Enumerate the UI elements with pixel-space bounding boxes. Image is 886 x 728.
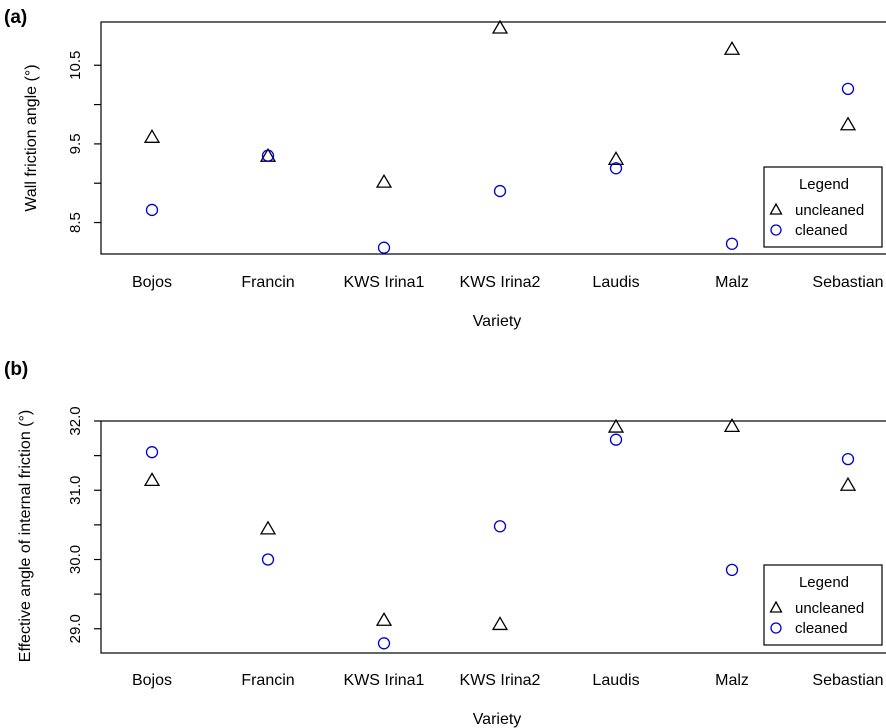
panel-a-point-cleaned-4 bbox=[609, 162, 623, 175]
panel-a-point-cleaned-5 bbox=[725, 237, 739, 250]
panel-b-point-uncleaned-1 bbox=[259, 520, 277, 535]
panel-a-point-cleaned-6 bbox=[841, 82, 855, 95]
panel-a-point-uncleaned-0 bbox=[143, 129, 161, 143]
panel-a-point-cleaned-0 bbox=[145, 203, 159, 217]
panel-b-point-cleaned-4 bbox=[609, 433, 623, 446]
panel-b-point-cleaned-1 bbox=[261, 553, 275, 566]
panel-b-x-tick-label-2: KWS Irina1 bbox=[344, 672, 425, 689]
panel-a-plot-frame bbox=[100, 21, 886, 255]
panel-a-y-tick-label-2: 10.5 bbox=[67, 51, 84, 80]
panel-b-point-cleaned-5 bbox=[725, 563, 739, 577]
panel-b-label: (b) bbox=[4, 359, 28, 380]
panel-a-x-tick-label-2: KWS Irina1 bbox=[344, 274, 425, 291]
panel-a-marks bbox=[143, 19, 857, 254]
panel-a-x-tick-label-4: Laudis bbox=[592, 274, 639, 291]
panel-a-point-uncleaned-2 bbox=[375, 173, 393, 188]
panel-a-x-axis-title: Variety bbox=[473, 313, 522, 330]
panel-b-y-ticks: 29.0 30.0 31.0 32.0 bbox=[67, 406, 101, 643]
panel-b-legend-title: Legend bbox=[799, 574, 849, 591]
panel-b-x-ticks: Bojos Francin KWS Irina1 KWS Irina2 Laudis Ma… bbox=[132, 672, 884, 689]
panel-b-point-cleaned-6 bbox=[841, 452, 855, 466]
panel-a-x-tick-label-1: Francin bbox=[241, 274, 294, 291]
panel-a-y-tick-label-1: 9.5 bbox=[67, 133, 84, 154]
panel-b-x-tick-label-1: Francin bbox=[241, 672, 294, 689]
panel-b-point-cleaned-0 bbox=[145, 446, 159, 459]
panel-a-point-cleaned-1 bbox=[261, 149, 275, 162]
panel-b-y-tick-label-3: 32.0 bbox=[67, 406, 84, 435]
panel-a-y-tick-label-0: 8.5 bbox=[67, 212, 84, 233]
panel-b-y-tick-label-1: 30.0 bbox=[67, 545, 84, 574]
panel-a-label: (a) bbox=[4, 7, 27, 28]
panel-b-legend-circle-icon bbox=[770, 622, 782, 634]
panel-a-legend-box bbox=[763, 166, 883, 248]
panel-b-point-uncleaned-2 bbox=[375, 611, 393, 626]
panel-b-y-tick-label-2: 31.0 bbox=[67, 476, 84, 505]
panel-b-point-cleaned-2 bbox=[377, 637, 391, 650]
panel-b-x-tick-label-5: Malz bbox=[715, 672, 749, 689]
panel-b-legend-label-cleaned: cleaned bbox=[795, 620, 848, 637]
panel-a-y-axis-title: Wall friction angle (°) bbox=[23, 64, 40, 211]
panel-a-legend-label-cleaned: cleaned bbox=[795, 222, 848, 239]
panel-a-point-uncleaned-4 bbox=[607, 151, 625, 165]
panel-b-y-axis-title: Effective angle of internal friction (°) bbox=[17, 410, 34, 662]
panel-b-y-tick-label-0: 29.0 bbox=[67, 614, 84, 643]
panel-a-legend: Legend uncleaned cleaned bbox=[763, 166, 883, 248]
panel-b-plot-frame bbox=[100, 420, 886, 654]
panel-a-legend-triangle-icon bbox=[769, 202, 783, 215]
panel-a-point-cleaned-3 bbox=[493, 184, 507, 198]
panel-a-point-uncleaned-5 bbox=[723, 40, 741, 55]
panel-a-y-ticks: 8.5 9.5 10.5 bbox=[67, 51, 101, 233]
panel-b-point-uncleaned-6 bbox=[839, 476, 857, 491]
panel-b-x-tick-label-3: KWS Irina2 bbox=[460, 672, 541, 689]
panel-b-marks bbox=[143, 418, 857, 650]
panel-a: (a) Wall friction angle (°) Variety 8.5 9… bbox=[4, 7, 886, 330]
panel-a-x-tick-label-6: Sebastian bbox=[812, 274, 883, 291]
panel-b-point-uncleaned-0 bbox=[143, 472, 161, 487]
panel-b-legend-box bbox=[763, 564, 883, 646]
panel-b-x-tick-label-6: Sebastian bbox=[812, 672, 883, 689]
panel-a-x-tick-label-5: Malz bbox=[715, 274, 749, 291]
panel-b-x-axis-title: Variety bbox=[473, 711, 522, 728]
panel-a-point-cleaned-2 bbox=[377, 241, 391, 254]
panel-a-x-tick-label-0: Bojos bbox=[132, 274, 172, 291]
panel-b-x-tick-label-4: Laudis bbox=[592, 672, 639, 689]
panel-b-point-uncleaned-4 bbox=[607, 418, 625, 433]
panel-a-x-ticks: Bojos Francin KWS Irina1 KWS Irina2 Laudis Ma… bbox=[132, 274, 884, 291]
panel-b-x-tick-label-0: Bojos bbox=[132, 672, 172, 689]
panel-a-x-tick-label-3: KWS Irina2 bbox=[460, 274, 541, 291]
panel-a-legend-title: Legend bbox=[799, 176, 849, 193]
panel-a-legend-label-uncleaned: uncleaned bbox=[795, 202, 864, 219]
panel-b: (b) Effective angle of internal friction… bbox=[4, 359, 886, 728]
panel-a-point-uncleaned-3 bbox=[491, 19, 509, 34]
panel-b-point-uncleaned-3 bbox=[491, 616, 509, 631]
panel-b-point-cleaned-3 bbox=[493, 520, 507, 533]
panel-b-legend-triangle-icon bbox=[769, 600, 783, 613]
panel-b-legend: Legend uncleaned cleaned bbox=[763, 564, 883, 646]
panel-b-point-uncleaned-5 bbox=[723, 418, 741, 432]
panel-b-legend-label-uncleaned: uncleaned bbox=[795, 600, 864, 617]
panel-a-point-uncleaned-6 bbox=[839, 116, 857, 131]
panel-a-legend-circle-icon bbox=[770, 224, 782, 236]
